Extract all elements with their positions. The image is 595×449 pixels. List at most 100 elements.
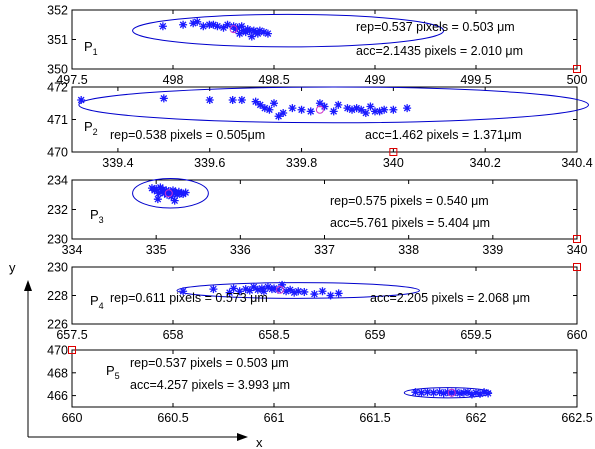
data-point: [259, 287, 268, 296]
panel-p5: 660 660.5 661 661.5 662 662.5 466 468 470 P5 rep=0…: [47, 344, 593, 426]
y-tick-label: 234: [47, 174, 68, 188]
data-point: [263, 29, 272, 38]
data-point: [286, 285, 295, 294]
data-point: [467, 390, 476, 399]
data-point: [158, 187, 167, 196]
data-point: [366, 102, 375, 111]
data-point: [282, 287, 291, 296]
reference-marker: [573, 65, 581, 73]
y-tick-label: 471: [47, 113, 68, 127]
data-point: [193, 17, 202, 26]
data-point: [253, 29, 262, 38]
data-point: [403, 104, 412, 113]
y-tick-label: 351: [47, 33, 68, 47]
data-point: [209, 285, 218, 294]
panel-label: P2: [84, 119, 98, 137]
x-tick-label: 340: [383, 156, 404, 170]
y-axis-indicator-label: y: [9, 260, 16, 275]
y-tick-label: 470: [47, 146, 68, 160]
data-point: [411, 388, 420, 397]
data-point: [159, 94, 168, 103]
confidence-ellipse: [132, 178, 209, 209]
reference-marker: [573, 263, 581, 271]
x-tick-label: 335: [146, 243, 167, 257]
confidence-ellipse: [132, 13, 445, 48]
x-tick-label: 339: [482, 243, 503, 257]
x-tick-label: 336: [230, 243, 251, 257]
mean-marker: [276, 285, 285, 294]
data-point: [181, 188, 190, 197]
x-tick-label: 339.8: [286, 156, 317, 170]
data-point: [476, 389, 485, 398]
y-tick-label: 350: [47, 63, 68, 77]
panel-label: P4: [90, 293, 104, 311]
panel-label: P1: [84, 39, 98, 57]
y-tick-label: 226: [47, 318, 68, 332]
data-point: [160, 189, 169, 198]
panel-label: P3: [90, 207, 104, 225]
data-point: [255, 26, 264, 35]
mean-marker: [229, 25, 238, 34]
data-point: [233, 23, 242, 32]
data-point: [459, 388, 468, 397]
reference-marker: [573, 235, 581, 243]
data-point: [174, 187, 183, 196]
data-point: [334, 289, 343, 298]
data-point: [163, 190, 172, 199]
accuracy-annotation: acc=4.257 pixels = 3.993 μm: [130, 378, 290, 392]
data-point: [278, 280, 287, 289]
data-point: [435, 388, 444, 397]
data-point: [229, 284, 238, 293]
x-tick-label: 340: [567, 243, 588, 257]
x-tick-label: 498: [163, 73, 184, 87]
data-point: [274, 112, 283, 121]
x-tick-label: 497.5: [56, 73, 87, 87]
data-point: [443, 388, 452, 397]
data-point: [380, 105, 389, 114]
repeatability-annotation: rep=0.537 pixels = 0.503 μm: [356, 20, 515, 34]
data-point: [237, 96, 246, 104]
data-point: [77, 96, 86, 104]
data-point: [371, 107, 379, 116]
x-tick-label: 338: [398, 243, 419, 257]
data-point: [229, 22, 238, 31]
x-tick-label: 337: [314, 243, 335, 257]
data-point: [179, 20, 188, 29]
repeatability-annotation: rep=0.538 pixels = 0.505μm: [110, 128, 265, 142]
data-point: [259, 28, 268, 37]
y-tick-label: 466: [47, 389, 68, 403]
accuracy-annotation: acc=2.1435 pixels = 2.010 μm: [356, 44, 523, 58]
accuracy-annotation: acc=2.205 pixels = 2.068 μm: [370, 291, 530, 305]
data-point: [235, 29, 244, 38]
data-point: [253, 285, 262, 294]
panel-p3: 334 335 336 337 338 339 340 230 232 234 P3 rep=0.57…: [47, 174, 587, 258]
repeatability-annotation: rep=0.537 pixels = 0.503 μm: [130, 356, 289, 370]
plot-frame: [71, 9, 578, 70]
mean-marker: [447, 388, 456, 397]
data-point: [310, 290, 319, 299]
data-point: [326, 291, 335, 300]
x-tick-label: 661.5: [359, 411, 390, 425]
data-point: [263, 282, 272, 291]
data-point: [274, 285, 283, 294]
data-point: [235, 287, 244, 296]
mean-marker: [164, 189, 173, 198]
repeatability-annotation: rep=0.575 pixels = 0.540 μm: [330, 194, 489, 208]
data-point: [205, 20, 214, 29]
data-point: [260, 104, 269, 113]
x-tick-label: 499.5: [460, 73, 491, 87]
confidence-ellipse: [176, 282, 420, 299]
data-point: [288, 104, 297, 113]
data-point: [241, 28, 250, 37]
data-point: [318, 287, 327, 296]
x-axis-indicator-label: x: [256, 435, 263, 449]
data-point: [455, 389, 464, 398]
plot-frame: [71, 86, 578, 153]
y-tick-label: 232: [47, 203, 68, 217]
data-point: [173, 190, 182, 199]
plot-frame: [71, 179, 578, 240]
data-point: [417, 388, 426, 397]
mean-marker: [315, 105, 324, 114]
data-point: [251, 97, 260, 106]
